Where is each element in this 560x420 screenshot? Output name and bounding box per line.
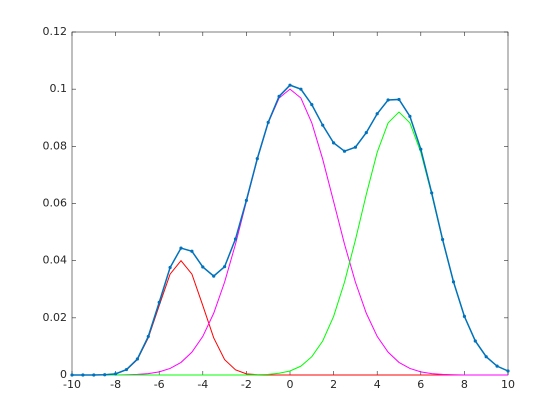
marker <box>255 157 259 161</box>
marker <box>299 87 303 91</box>
marker <box>179 246 183 250</box>
marker <box>103 373 107 377</box>
marker <box>353 145 357 149</box>
marker <box>244 198 248 202</box>
marker <box>321 123 325 127</box>
marker <box>266 120 270 124</box>
marker <box>397 97 401 102</box>
marker <box>212 274 216 278</box>
marker <box>146 334 150 339</box>
marker <box>462 314 466 319</box>
marker <box>484 355 488 359</box>
x-tick-label: 10 <box>501 378 515 391</box>
x-tick-label: -4 <box>197 378 208 391</box>
marker <box>157 300 161 304</box>
y-tick-label: 0.1 <box>50 82 68 95</box>
y-tick-label: 0.12 <box>43 25 68 38</box>
marker <box>342 149 347 153</box>
x-tick-label: 4 <box>374 378 381 391</box>
x-tick-label: -10 <box>63 378 81 391</box>
marker <box>441 237 445 242</box>
marker <box>332 141 336 145</box>
series-line <box>72 88 508 376</box>
marker <box>233 237 238 241</box>
marker <box>408 114 412 118</box>
marker <box>114 372 118 376</box>
marker <box>124 367 129 372</box>
marker <box>473 339 477 343</box>
marker <box>375 112 379 116</box>
x-tick-label: 0 <box>287 378 294 391</box>
y-tick-label: 0 <box>60 368 67 381</box>
marker <box>223 265 227 269</box>
x-tick-label: 6 <box>417 378 424 391</box>
marker <box>201 265 205 269</box>
y-tick-label: 0.04 <box>43 254 68 267</box>
marker <box>190 249 194 253</box>
marker <box>277 94 281 98</box>
marker <box>506 369 510 373</box>
marker <box>310 103 314 107</box>
marker <box>81 373 85 377</box>
y-tick-label: 0.06 <box>43 197 68 210</box>
marker <box>70 373 74 377</box>
axes-box <box>71 31 509 376</box>
y-tick-label: 0.08 <box>43 139 68 152</box>
marker <box>495 364 499 368</box>
marker <box>430 191 434 195</box>
x-tick-label: 8 <box>461 378 468 391</box>
marker <box>168 265 172 270</box>
marker <box>288 83 292 87</box>
marker <box>451 280 456 284</box>
marker <box>386 98 390 102</box>
x-tick-label: 2 <box>330 378 337 391</box>
marker <box>92 373 96 377</box>
x-tick-label: -6 <box>154 378 165 391</box>
y-tick-label: 0.02 <box>43 311 68 324</box>
marker <box>135 357 139 361</box>
x-tick-label: -8 <box>110 378 121 391</box>
x-tick-label: -2 <box>241 378 252 391</box>
marker <box>364 131 368 135</box>
marker <box>419 147 423 151</box>
